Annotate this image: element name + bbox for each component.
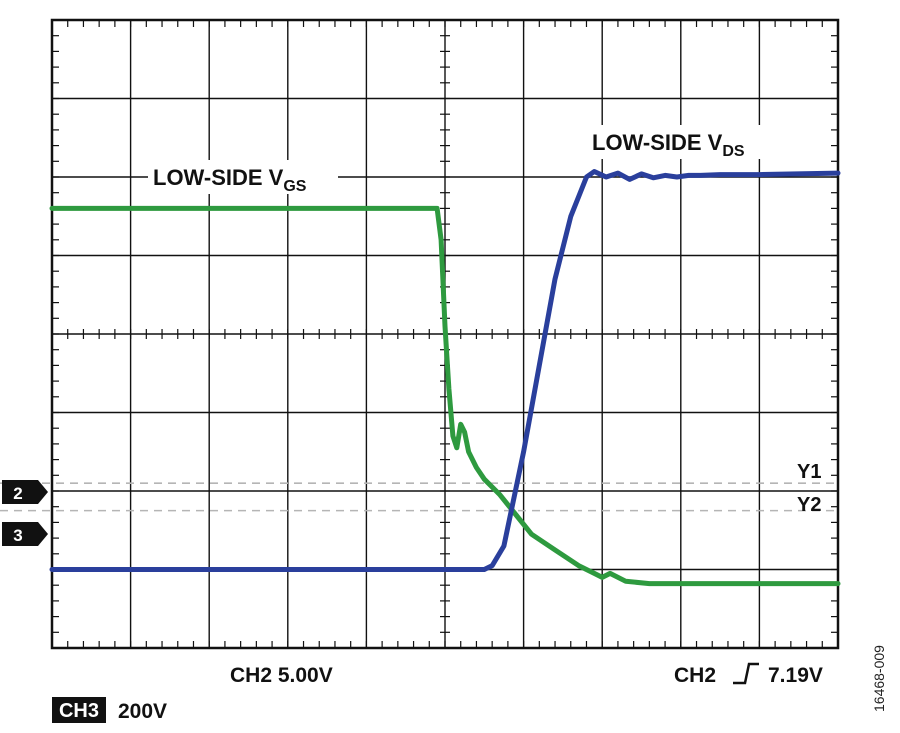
trigger-channel: CH2 — [674, 664, 716, 687]
vds-label-group: LOW-SIDE VDS — [585, 125, 785, 160]
ch3-scale-readout: CH3 200V — [52, 697, 167, 723]
trigger-level: 7.19V — [768, 664, 823, 687]
rising-edge-trigger-icon — [733, 662, 759, 685]
vgs-label-group: LOW-SIDE VGS — [148, 160, 338, 195]
figure-id: 16468-009 — [871, 645, 887, 712]
ch2-scale-readout: CH2 5.00V — [230, 664, 333, 687]
trace-low-side-vds — [49, 169, 841, 572]
ch3-badge: CH3 — [59, 700, 99, 722]
waveform-traces — [49, 169, 841, 587]
ch3-badge-background — [52, 697, 106, 723]
cursor-label-y1: Y1 — [797, 461, 821, 483]
ch3-scale-value: 200V — [118, 700, 167, 723]
vgs-label-background — [148, 160, 338, 194]
vds-label: LOW-SIDE VDS — [592, 130, 745, 160]
channel-2-marker: 2 — [2, 480, 48, 504]
channel-3-marker: 3 — [2, 522, 48, 546]
vds-label-main: LOW-SIDE V — [592, 130, 723, 155]
trigger-readout: CH2 7.19V — [674, 662, 823, 687]
channel-2-marker-label: 2 — [13, 484, 22, 503]
vgs-label-subscript: GS — [283, 178, 306, 195]
vds-label-background — [585, 125, 785, 159]
cursor-lines — [0, 482, 838, 512]
vds-label-subscript: DS — [722, 143, 745, 160]
vgs-label-main: LOW-SIDE V — [153, 165, 284, 190]
graticule-border — [50, 18, 840, 650]
cursor-label-y2: Y2 — [797, 494, 821, 516]
trace-low-side-vgs — [49, 205, 841, 587]
channel-3-marker-label: 3 — [13, 526, 22, 545]
vgs-label: LOW-SIDE VGS — [153, 165, 307, 195]
